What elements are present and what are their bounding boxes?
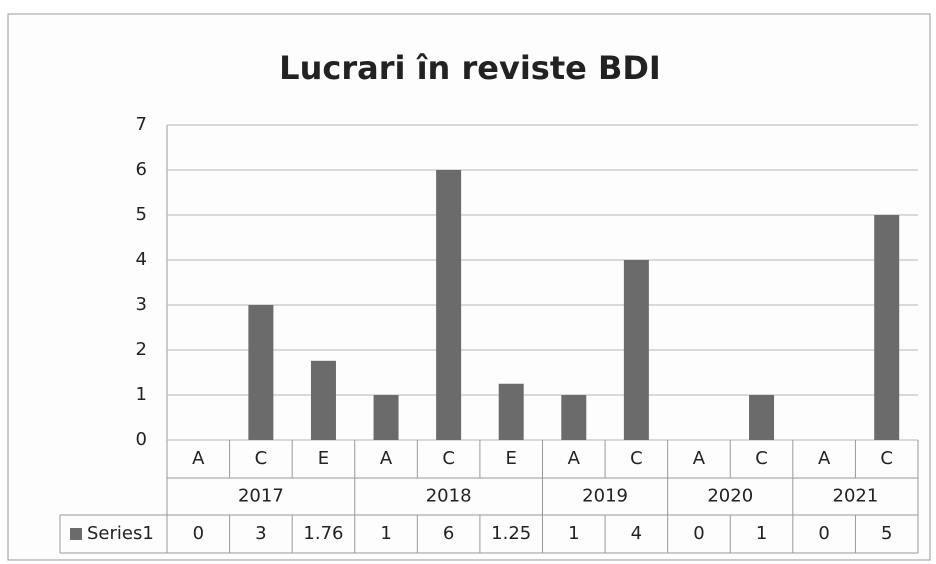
y-tick-label: 1 [136,384,147,405]
data-table-value: 1 [568,523,579,544]
data-table-value: 6 [443,523,454,544]
chart-title: Lucrari în reviste BDI [279,49,661,87]
group-label: 2017 [238,486,284,507]
x-tick-label: C [880,448,893,469]
legend-label: Series1 [87,523,154,544]
x-tick-label: A [818,448,831,469]
data-table-value: 1 [756,523,767,544]
x-tick-label: A [192,448,205,469]
data-table-value: 0 [693,523,704,544]
x-tick-label: E [318,448,329,469]
x-tick-label: E [506,448,517,469]
data-table-value: 5 [881,523,892,544]
bar [373,395,399,440]
bar [623,260,649,440]
bar [436,170,462,440]
group-label: 2021 [833,486,879,507]
data-table-value: 4 [631,523,642,544]
x-tick-label: C [630,448,643,469]
x-tick-label: C [755,448,768,469]
x-tick-label: A [568,448,581,469]
y-tick-label: 5 [136,204,147,225]
data-table-value: 1 [380,523,391,544]
bar [874,215,900,440]
y-tick-label: 2 [136,339,147,360]
group-label: 2020 [707,486,753,507]
data-table-value: 3 [255,523,266,544]
group-label: 2019 [582,486,628,507]
x-tick-label: A [380,448,393,469]
x-tick-label: C [442,448,455,469]
bar [248,305,274,440]
y-tick-label: 7 [136,114,147,135]
y-tick-label: 6 [136,159,147,180]
data-table-value: 0 [193,523,204,544]
data-table-value: 0 [818,523,829,544]
bar [561,395,587,440]
bar [749,395,775,440]
bar [498,383,524,440]
y-tick-label: 0 [136,429,147,450]
data-table-value: 1.25 [491,523,531,544]
chart-frame [7,13,931,561]
legend-swatch [70,528,82,540]
x-tick-label: C [255,448,268,469]
group-label: 2018 [426,486,472,507]
data-table-value: 1.76 [303,523,343,544]
y-tick-label: 4 [136,249,147,270]
y-tick-label: 3 [136,294,147,315]
bar [310,360,336,440]
x-tick-label: A [693,448,706,469]
